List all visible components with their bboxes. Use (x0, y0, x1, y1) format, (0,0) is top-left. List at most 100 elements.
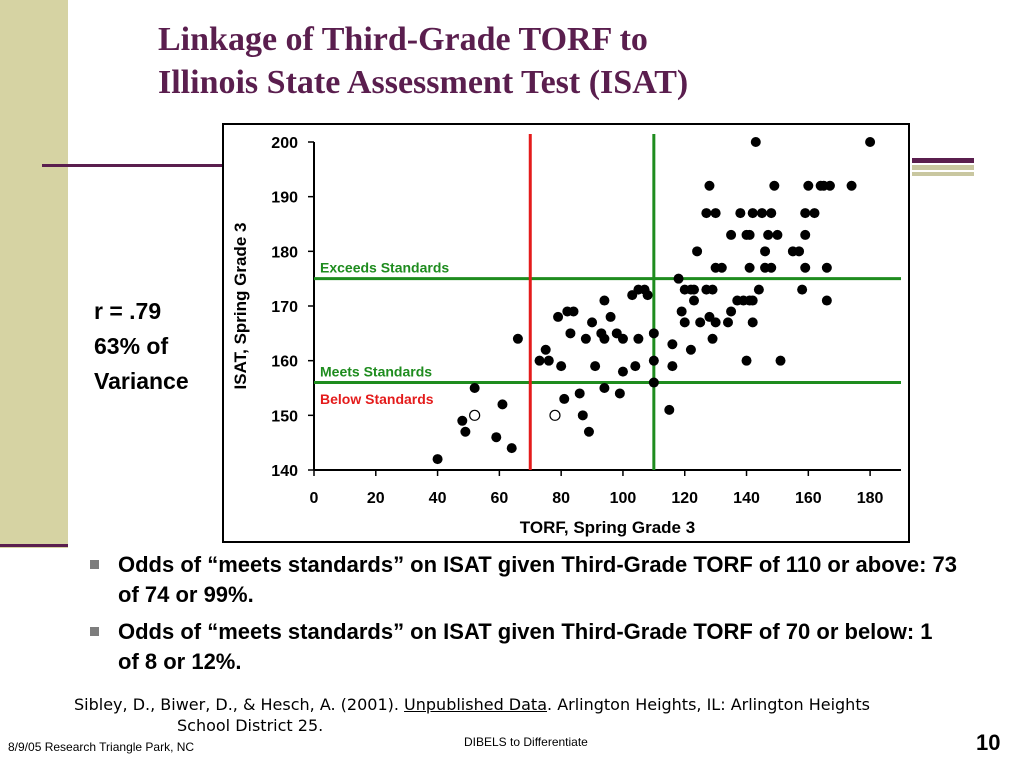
data-point (747, 295, 758, 306)
data-point (577, 410, 588, 421)
data-point (630, 361, 641, 372)
data-point (534, 355, 545, 366)
x-tick-label: 180 (857, 490, 884, 507)
data-point (679, 317, 690, 328)
bullet-item: Odds of “meets standards” on ISAT given … (88, 617, 958, 677)
region-label: Below Standards (320, 391, 434, 407)
data-point (574, 388, 585, 399)
open-data-point (469, 409, 481, 421)
data-point (689, 284, 700, 295)
data-point (568, 306, 579, 317)
citation: Sibley, D., Biwer, D., & Hesch, A. (2001… (74, 694, 974, 736)
data-point (580, 333, 591, 344)
data-point (710, 317, 721, 328)
data-point (599, 383, 610, 393)
stat-percent: 63% of (94, 333, 169, 359)
x-tick-label: 80 (552, 490, 570, 507)
bullet-item: Odds of “meets standards” on ISAT given … (88, 550, 958, 610)
citation-line-2: School District 25. (177, 716, 324, 735)
correlation-stats: r = .79 63% of Variance (94, 294, 189, 399)
left-band-rule (0, 544, 68, 547)
bullet-text: Odds of “meets standards” on ISAT given … (118, 619, 933, 674)
bullet-text: Odds of “meets standards” on ISAT given … (118, 552, 958, 607)
data-point (744, 229, 755, 240)
data-point (689, 295, 700, 306)
standard-threshold-label: Meets Standards (320, 364, 432, 380)
citation-source-link: Unpublished Data (404, 695, 548, 714)
y-tick-label: 170 (271, 299, 298, 316)
data-point (704, 180, 715, 191)
data-point (648, 377, 659, 388)
data-point (865, 137, 876, 147)
data-point (599, 295, 610, 306)
data-point (605, 311, 616, 322)
data-point (722, 317, 733, 328)
data-point (744, 262, 755, 273)
data-point (617, 366, 628, 377)
data-point (664, 404, 675, 415)
data-point (763, 229, 774, 240)
data-point (741, 355, 752, 366)
data-point (756, 208, 767, 219)
data-point (750, 137, 761, 147)
data-point (800, 208, 811, 219)
data-point (587, 317, 598, 328)
data-point (667, 339, 678, 350)
footer-date-location: 8/9/05 Research Triangle Park, NC (8, 740, 195, 754)
data-point (673, 273, 684, 284)
title-line-2: Illinois State Assessment Test (ISAT) (158, 64, 689, 101)
stat-variance: Variance (94, 368, 189, 394)
data-point (766, 262, 777, 273)
data-point (797, 284, 808, 295)
data-point (565, 328, 576, 339)
data-point (707, 284, 718, 295)
data-point (747, 317, 758, 328)
data-point (590, 361, 601, 372)
data-point (821, 295, 832, 306)
data-point (766, 208, 777, 219)
stat-r: r = .79 (94, 298, 162, 324)
data-point (512, 333, 523, 344)
y-tick-label: 140 (271, 463, 298, 480)
chart-frame: 0 20 40 60 80 100 120 140 160 180 140 150 160 170 180 1… (222, 123, 910, 543)
data-point (633, 333, 644, 344)
data-point (701, 208, 712, 219)
data-point (707, 333, 718, 344)
data-point (676, 306, 687, 317)
data-point (667, 361, 678, 372)
standard-threshold-label: Exceeds Standards (320, 260, 449, 276)
data-point (543, 355, 554, 366)
citation-publisher: . Arlington Heights, IL: Arlington Heigh… (547, 695, 870, 714)
data-point (794, 246, 805, 257)
data-point (800, 262, 811, 273)
data-point (824, 180, 835, 191)
slide-title: Linkage of Third-Grade TORF to Illinois … (158, 18, 958, 104)
right-decor-bar (912, 165, 974, 170)
open-data-point (549, 409, 561, 421)
data-point (497, 399, 508, 410)
data-point (648, 328, 659, 339)
footer-title: DIBELS to Differentiate (464, 735, 588, 749)
data-point (692, 246, 703, 257)
data-point (803, 180, 814, 191)
y-tick-label: 190 (271, 190, 298, 207)
data-point (553, 311, 564, 322)
x-tick-label: 20 (367, 490, 385, 507)
data-point (716, 262, 727, 273)
data-point (760, 246, 771, 257)
data-point (583, 426, 594, 437)
data-point (491, 432, 502, 443)
bullet-square-icon (90, 627, 99, 636)
data-point (685, 344, 696, 355)
x-tick-label: 0 (310, 490, 319, 507)
data-point (617, 333, 628, 344)
data-point (710, 208, 721, 219)
y-tick-label: 200 (271, 135, 298, 152)
bullet-list: Odds of “meets standards” on ISAT given … (88, 550, 958, 684)
y-axis-label: ISAT, Spring Grade 3 (231, 223, 250, 390)
data-point (432, 454, 443, 465)
data-point (726, 306, 737, 317)
data-point (648, 355, 659, 366)
data-point (775, 355, 786, 366)
x-tick-label: 160 (795, 490, 822, 507)
